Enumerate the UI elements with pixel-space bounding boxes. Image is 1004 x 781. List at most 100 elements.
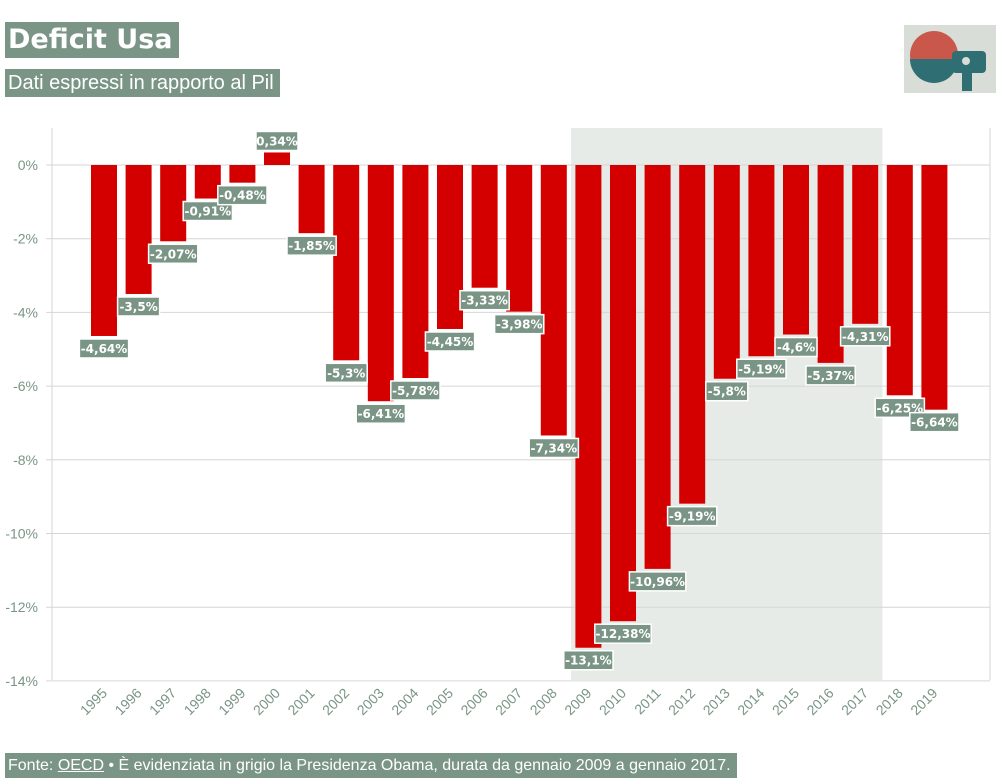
- data-label-box: [839, 326, 891, 347]
- data-label: -12,38%: [594, 623, 652, 644]
- data-label: -5,3%: [324, 362, 368, 384]
- footer-note: • È evidenziata in grigio la Presidenza …: [104, 757, 731, 774]
- data-label-text: -3,33%: [461, 294, 508, 308]
- data-label: -5,78%: [390, 380, 441, 401]
- data-label: -4,45%: [424, 331, 476, 352]
- bar: [852, 165, 879, 324]
- data-label-text: -4,31%: [842, 330, 889, 344]
- data-label-text: -5,8%: [708, 385, 746, 399]
- footer-source: Fonte: OECD • È evidenziata in grigio la…: [5, 753, 737, 778]
- data-label-box: [116, 296, 161, 317]
- data-label: -5,8%: [705, 380, 749, 402]
- x-tick-label: 2001: [284, 685, 317, 718]
- y-tick-label: -10%: [5, 526, 38, 542]
- data-label: -6,41%: [355, 403, 407, 424]
- data-label: -4,31%: [839, 326, 891, 347]
- data-label: -3,33%: [459, 289, 510, 311]
- y-tick-label: -12%: [5, 599, 38, 615]
- bar: [333, 165, 360, 361]
- data-label-box: [705, 380, 749, 402]
- bar: [921, 165, 948, 410]
- data-label-text: -9,19%: [669, 510, 716, 524]
- data-label-text: -4,45%: [427, 335, 474, 349]
- bar: [91, 165, 117, 336]
- x-tick-label: 2003: [354, 685, 387, 718]
- data-label-text: -5,37%: [807, 369, 854, 383]
- bar: [160, 165, 187, 242]
- bar: [506, 165, 533, 312]
- data-label-text: -6,64%: [911, 416, 958, 430]
- data-label-box: [286, 235, 337, 256]
- x-tick-label: 2016: [803, 685, 836, 718]
- bar: [125, 165, 152, 294]
- data-label-box: [594, 623, 652, 644]
- bar: [644, 165, 671, 569]
- bar: [194, 165, 221, 199]
- data-label-box: [528, 437, 580, 459]
- bar: [367, 165, 394, 402]
- op-logo-icon: [904, 25, 996, 93]
- y-tick-label: 0%: [18, 157, 38, 173]
- data-label-box: [563, 649, 614, 671]
- source-link[interactable]: OECD: [57, 757, 105, 774]
- x-tick-label: 2010: [596, 685, 629, 718]
- data-label-text: -7,34%: [530, 441, 577, 455]
- data-label-text: 0,34%: [256, 134, 298, 148]
- data-label-text: -4,64%: [81, 342, 128, 356]
- data-label-box: [324, 362, 368, 384]
- data-label: 0,34%: [255, 130, 299, 152]
- data-label: -10,96%: [628, 571, 687, 592]
- y-tick-label: -8%: [13, 452, 38, 468]
- data-label-box: [217, 184, 268, 206]
- x-tick-label: 2008: [527, 685, 560, 718]
- x-tick-label: 2019: [907, 685, 940, 718]
- x-tick-label: 2009: [561, 685, 594, 718]
- bar: [298, 165, 325, 234]
- data-label-text: -6,25%: [876, 401, 923, 415]
- data-label-box: [182, 200, 234, 222]
- x-tick-label: 2002: [319, 685, 352, 718]
- bar: [437, 165, 463, 329]
- data-label-box: [666, 505, 718, 527]
- chart-title: Deficit Usa: [5, 22, 179, 58]
- y-tick-label: -4%: [13, 304, 38, 320]
- x-tick-label: 1996: [111, 685, 144, 718]
- data-label: -5,37%: [805, 365, 856, 386]
- data-label: -2,07%: [147, 243, 199, 265]
- x-tick-label: 2012: [665, 685, 698, 718]
- data-label-box: [355, 403, 407, 424]
- data-label-text: -3,5%: [119, 300, 157, 314]
- data-label-text: -1,85%: [288, 239, 335, 253]
- data-label: -9,19%: [666, 505, 718, 527]
- bar: [783, 165, 809, 335]
- bar: [540, 165, 567, 436]
- data-label: -4,6%: [774, 336, 818, 358]
- y-tick-label: -14%: [5, 673, 38, 689]
- data-label: -5,19%: [736, 358, 787, 380]
- bar: [817, 165, 844, 363]
- data-label-text: -12,38%: [596, 627, 651, 641]
- y-tick-label: -2%: [13, 231, 38, 247]
- data-label-text: -0,48%: [219, 189, 266, 203]
- x-tick-label: 2005: [423, 685, 456, 718]
- data-label-text: -13,1%: [565, 654, 612, 668]
- data-label: -13,1%: [563, 649, 614, 671]
- data-label-text: -5,3%: [327, 366, 365, 380]
- data-label-box: [147, 243, 199, 265]
- bar: [748, 165, 775, 357]
- x-tick-label: 1999: [215, 685, 248, 718]
- x-tick-label: 2018: [873, 685, 906, 718]
- data-label-text: -10,96%: [630, 575, 685, 589]
- data-label-text: -0,91%: [184, 205, 231, 219]
- bar: [886, 165, 913, 396]
- data-label-text: -5,78%: [392, 384, 439, 398]
- bar: [575, 165, 602, 648]
- data-label-text: -2,07%: [150, 247, 197, 261]
- data-label-box: [736, 358, 787, 380]
- data-label: -1,85%: [286, 235, 337, 256]
- data-label-box: [805, 365, 856, 386]
- x-tick-label: 2000: [250, 685, 283, 718]
- data-label-box: [493, 313, 545, 335]
- footer-prefix: Fonte:: [8, 757, 58, 774]
- data-label: -6,64%: [909, 411, 960, 433]
